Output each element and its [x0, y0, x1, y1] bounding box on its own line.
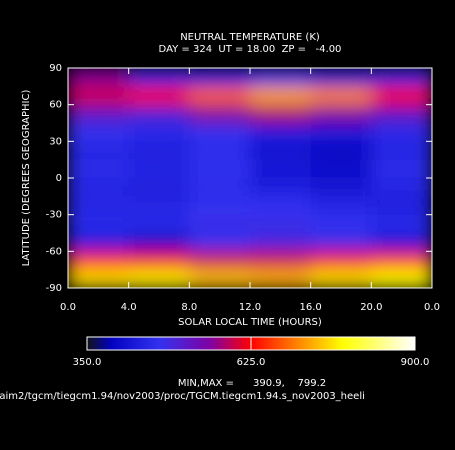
heatmap-cell	[68, 233, 130, 252]
heatmap-cell	[310, 178, 372, 197]
x-tick-label: 20.0	[360, 302, 382, 313]
heatmap-cell	[68, 196, 130, 216]
heatmap-cell	[128, 86, 190, 106]
heatmap-cell	[371, 86, 432, 106]
heatmap-cell	[310, 86, 372, 106]
heatmap-cell	[371, 68, 432, 87]
heatmap-cell	[189, 178, 251, 197]
heatmap-cell	[68, 86, 130, 106]
colorbar-tick-label: 350.0	[73, 357, 102, 368]
y-tick-label: 60	[49, 100, 62, 111]
heatmap-cell	[128, 214, 190, 234]
y-axis-label: LATITUDE (DEGREES GEOGRAPHIC)	[21, 90, 32, 267]
heatmap-cell	[189, 269, 251, 288]
heatmap-cell	[128, 68, 190, 87]
x-tick-label: 16.0	[300, 302, 322, 313]
heatmap-cell	[128, 123, 190, 142]
heatmap-cell	[189, 141, 251, 161]
chart-title: NEUTRAL TEMPERATURE (K)	[180, 32, 320, 43]
plot-area	[68, 68, 432, 288]
heatmap-cell	[310, 123, 372, 142]
heatmap-cell	[128, 196, 190, 216]
heatmap-cell	[250, 68, 312, 87]
heatmap-cell	[189, 159, 251, 179]
y-tick-label: 90	[49, 63, 62, 74]
heatmap-cell	[68, 251, 130, 271]
heatmap-cell	[128, 251, 190, 271]
heatmap-cell	[68, 214, 130, 234]
heatmap-cell	[371, 159, 432, 179]
heatmap-cell	[250, 269, 312, 288]
heatmap-cell	[371, 269, 432, 288]
heatmap-cell	[310, 68, 372, 87]
heatmap-cell	[128, 104, 190, 124]
heatmap-cell	[371, 104, 432, 124]
y-tick-label: -90	[46, 283, 62, 294]
colorbar-tick-label: 900.0	[401, 357, 430, 368]
y-tick-label: 0	[56, 173, 62, 184]
annotation: /aim2/tgcm/tiegcm1.94/nov2003/proc/TGCM.…	[0, 391, 365, 402]
heatmap-cell	[250, 141, 312, 161]
heatmap-cell	[250, 178, 312, 197]
heatmap-cell	[250, 251, 312, 271]
heatmap-cell	[128, 178, 190, 197]
heatmap-cell	[250, 86, 312, 106]
colorbar-tick-label: 625.0	[237, 357, 266, 368]
heatmap-cell	[189, 86, 251, 106]
x-tick-label: 8.0	[181, 302, 197, 313]
x-tick-label: 4.0	[121, 302, 137, 313]
heatmap-cell	[68, 159, 130, 179]
heatmap-cell	[310, 214, 372, 234]
annotation: MIN,MAX = 390.9, 799.2	[178, 378, 326, 389]
y-tick-label: -30	[46, 210, 62, 221]
heatmap-cell	[250, 196, 312, 216]
heatmap-cell	[310, 233, 372, 252]
heatmap-cell	[310, 141, 372, 161]
heatmap-cell	[371, 123, 432, 142]
heatmap-cell	[68, 123, 130, 142]
heatmap-cell	[68, 68, 130, 87]
chart-subtitle: DAY = 324 UT = 18.00 ZP = -4.00	[159, 44, 342, 55]
heatmap-cell	[128, 233, 190, 252]
x-tick-label: 0.0	[424, 302, 440, 313]
heatmap-cell	[310, 251, 372, 271]
heatmap-cell	[128, 141, 190, 161]
heatmap-cell	[371, 196, 432, 216]
heatmap-cell	[189, 214, 251, 234]
heatmap	[68, 68, 432, 288]
heatmap-cell	[68, 104, 130, 124]
heatmap-cell	[310, 159, 372, 179]
heatmap-cell	[310, 196, 372, 216]
heatmap-cell	[68, 269, 130, 288]
heatmap-cell	[250, 233, 312, 252]
heatmap-cell	[371, 233, 432, 252]
y-tick-label: 30	[49, 136, 62, 147]
heatmap-cell	[250, 214, 312, 234]
heatmap-cell	[250, 159, 312, 179]
heatmap-cell	[189, 233, 251, 252]
x-axis-label: SOLAR LOCAL TIME (HOURS)	[178, 317, 322, 328]
heatmap-cell	[68, 178, 130, 197]
heatmap-cell	[189, 68, 251, 87]
heatmap-cell	[250, 104, 312, 124]
heatmap-cell	[68, 141, 130, 161]
heatmap-cell	[189, 196, 251, 216]
heatmap-cell	[189, 123, 251, 142]
heatmap-cell	[189, 251, 251, 271]
heatmap-cell	[250, 123, 312, 142]
heatmap-cell	[189, 104, 251, 124]
heatmap-cell	[128, 269, 190, 288]
heatmap-cell	[371, 178, 432, 197]
heatmap-cell	[310, 269, 372, 288]
heatmap-cell	[310, 104, 372, 124]
y-tick-label: -60	[46, 246, 62, 257]
heatmap-cell	[371, 251, 432, 271]
heatmap-cell	[371, 141, 432, 161]
x-tick-label: 0.0	[60, 302, 76, 313]
heatmap-cell	[128, 159, 190, 179]
x-tick-label: 12.0	[239, 302, 261, 313]
heatmap-cell	[371, 214, 432, 234]
